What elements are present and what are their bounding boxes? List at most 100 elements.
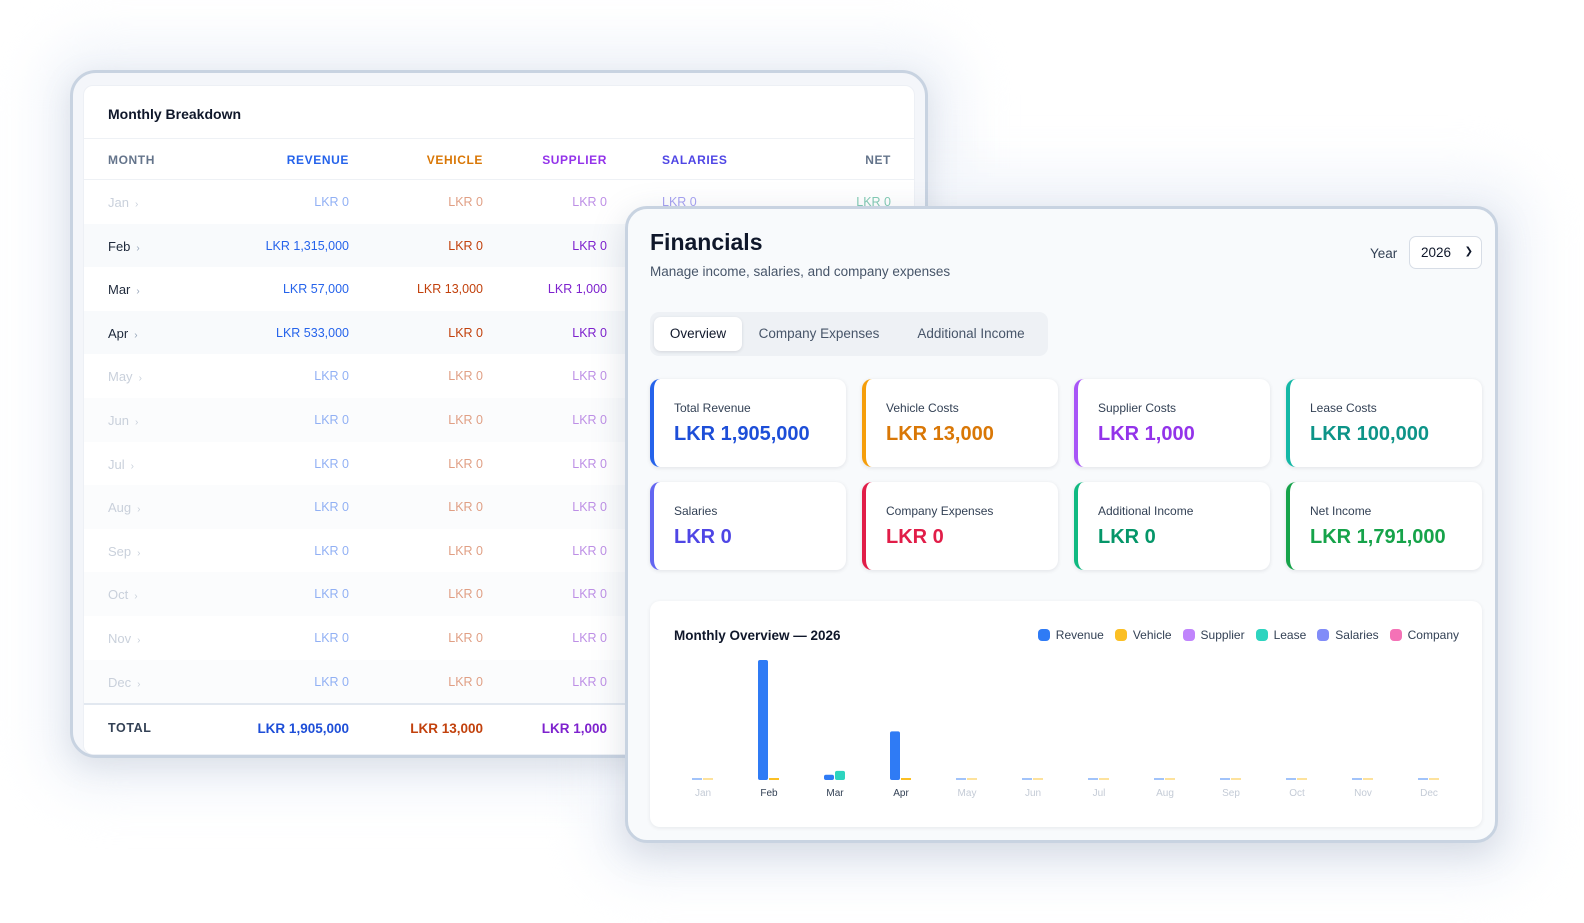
x-tick-label: Apr: [893, 788, 909, 799]
legend-label: Lease: [1273, 628, 1307, 642]
chart-bar[interactable]: [1033, 778, 1043, 780]
chevron-right-icon[interactable]: ›: [134, 416, 139, 428]
supplier-cell: LKR 0: [572, 369, 607, 383]
vehicle-cell-text: LKR 0: [448, 238, 483, 253]
legend-item[interactable]: Supplier: [1182, 628, 1245, 642]
supplier-cell: LKR 0: [572, 544, 607, 558]
table-row[interactable]: Jul › LKR 0 LKR 0 LKR 0: [84, 442, 914, 486]
chart-bar[interactable]: [835, 770, 845, 780]
chart-bar[interactable]: [1429, 778, 1439, 780]
month-cell: Dec ›: [108, 675, 140, 690]
financials-window: Financials Manage income, salaries, and …: [625, 206, 1498, 843]
revenue-cell-text: LKR 533,000: [276, 325, 349, 340]
chevron-right-icon[interactable]: ›: [137, 634, 141, 646]
tab-overview[interactable]: Overview: [654, 317, 742, 351]
table-row[interactable]: May › LKR 0 LKR 0 LKR 0: [84, 354, 914, 398]
revenue-cell-text: LKR 57,000: [282, 282, 349, 297]
header-salaries[interactable]: SALARIES: [662, 153, 728, 167]
chevron-right-icon[interactable]: ›: [134, 199, 139, 210]
chevron-right-icon[interactable]: ›: [130, 460, 134, 472]
table-row[interactable]: Jan › LKR 0 LKR 0 LKR 0 LKR 0 LKR 0: [84, 180, 914, 224]
legend-item[interactable]: Lease: [1255, 628, 1307, 642]
revenue-cell: LKR 0: [314, 457, 349, 471]
card-value: LKR 13,000: [886, 423, 994, 445]
chart-bar[interactable]: [692, 778, 702, 780]
legend-label: Revenue: [1055, 628, 1104, 642]
legend-swatch: [1114, 629, 1127, 641]
chevron-down-icon: ❯: [1464, 246, 1473, 257]
legend-label: Company: [1407, 628, 1459, 642]
summary-card: Additional Income LKR 0: [1074, 482, 1270, 570]
chevron-right-icon[interactable]: ›: [134, 329, 138, 341]
legend-item[interactable]: Vehicle: [1114, 628, 1172, 642]
chart-bar[interactable]: [769, 778, 779, 780]
vehicle-cell-text: LKR 0: [448, 195, 483, 209]
header-supplier[interactable]: SUPPLIER: [542, 153, 607, 167]
vehicle-cell: LKR 0: [448, 457, 483, 471]
supplier-cell-text: LKR 0: [572, 238, 607, 253]
vehicle-cell-text: LKR 0: [448, 587, 483, 602]
vehicle-cell: LKR 0: [448, 326, 483, 340]
legend-item[interactable]: Revenue: [1037, 628, 1104, 642]
vehicle-cell-text: LKR 13,000: [416, 282, 483, 297]
tab-additional-income[interactable]: Additional Income: [917, 326, 1025, 341]
header-vehicle[interactable]: VEHICLE: [426, 153, 483, 167]
chart-bar[interactable]: [758, 660, 768, 780]
chart-bar[interactable]: [1088, 778, 1098, 780]
tab-company-expenses[interactable]: Company Expenses: [758, 326, 880, 341]
chart-bar[interactable]: [1220, 778, 1230, 780]
supplier-cell: LKR 0: [572, 631, 607, 645]
chart-bar[interactable]: [1418, 778, 1428, 780]
vehicle-cell-text: LKR 0: [448, 325, 483, 340]
chart-bar[interactable]: [1297, 778, 1307, 780]
chart-bar[interactable]: [1363, 778, 1373, 780]
chart-bar[interactable]: [1286, 778, 1296, 780]
supplier-cell-text: LKR 0: [572, 456, 607, 471]
legend-item[interactable]: Salaries: [1317, 628, 1379, 642]
legend-swatch: [1389, 629, 1402, 641]
revenue-cell-text: LKR 1,315,000: [265, 238, 349, 253]
table-row[interactable]: Mar › LKR 57,000 LKR 13,000 LKR 1,000: [84, 267, 914, 311]
supplier-cell: LKR 0: [572, 500, 607, 514]
legend-label: Vehicle: [1132, 628, 1172, 642]
revenue-cell-text: LKR 0: [314, 587, 349, 602]
chart-bar[interactable]: [1352, 778, 1362, 780]
chart-bar[interactable]: [703, 778, 713, 780]
year-select[interactable]: 2026 ❯: [1409, 236, 1482, 269]
chart-bar[interactable]: [901, 778, 911, 780]
chart-bar[interactable]: [1022, 778, 1032, 780]
page-title: Financials: [650, 229, 763, 255]
supplier-cell-text: LKR 0: [572, 500, 607, 515]
summary-card: Vehicle Costs LKR 13,000: [862, 379, 1058, 467]
card-label: Additional Income: [1098, 504, 1194, 518]
chart-bar[interactable]: [1231, 778, 1241, 780]
salaries-cell: LKR 0: [662, 195, 697, 209]
header-net[interactable]: NET: [865, 153, 891, 167]
card-value: LKR 0: [886, 526, 944, 548]
vehicle-cell: LKR 0: [448, 587, 483, 601]
chart-bar[interactable]: [1099, 778, 1109, 780]
chart-bar[interactable]: [824, 774, 834, 780]
chevron-right-icon[interactable]: ›: [134, 591, 138, 603]
month-cell: Mar ›: [108, 282, 140, 297]
header-month[interactable]: MONTH: [108, 153, 155, 167]
chevron-right-icon[interactable]: ›: [138, 373, 142, 385]
chevron-right-icon[interactable]: ›: [137, 504, 141, 516]
header-revenue[interactable]: REVENUE: [286, 153, 349, 167]
chart-bar[interactable]: [956, 778, 966, 780]
chevron-right-icon[interactable]: ›: [137, 547, 141, 559]
legend-item[interactable]: Company: [1389, 628, 1459, 642]
chart-bar[interactable]: [1154, 778, 1164, 780]
chevron-right-icon[interactable]: ›: [136, 286, 140, 298]
supplier-cell-text: LKR 1,000: [547, 282, 607, 297]
revenue-cell: LKR 0: [314, 369, 349, 383]
table-row[interactable]: Sep › LKR 0 LKR 0 LKR 0: [84, 529, 914, 573]
chart-bar[interactable]: [967, 778, 977, 780]
chart-bar[interactable]: [1165, 778, 1175, 780]
month-cell-text: Mar: [108, 282, 131, 298]
chevron-right-icon[interactable]: ›: [136, 242, 140, 254]
chart-bar[interactable]: [890, 731, 900, 780]
chevron-right-icon[interactable]: ›: [137, 678, 141, 690]
month-cell: May ›: [108, 369, 142, 384]
table-row[interactable]: Nov › LKR 0 LKR 0 LKR 0: [84, 616, 914, 660]
